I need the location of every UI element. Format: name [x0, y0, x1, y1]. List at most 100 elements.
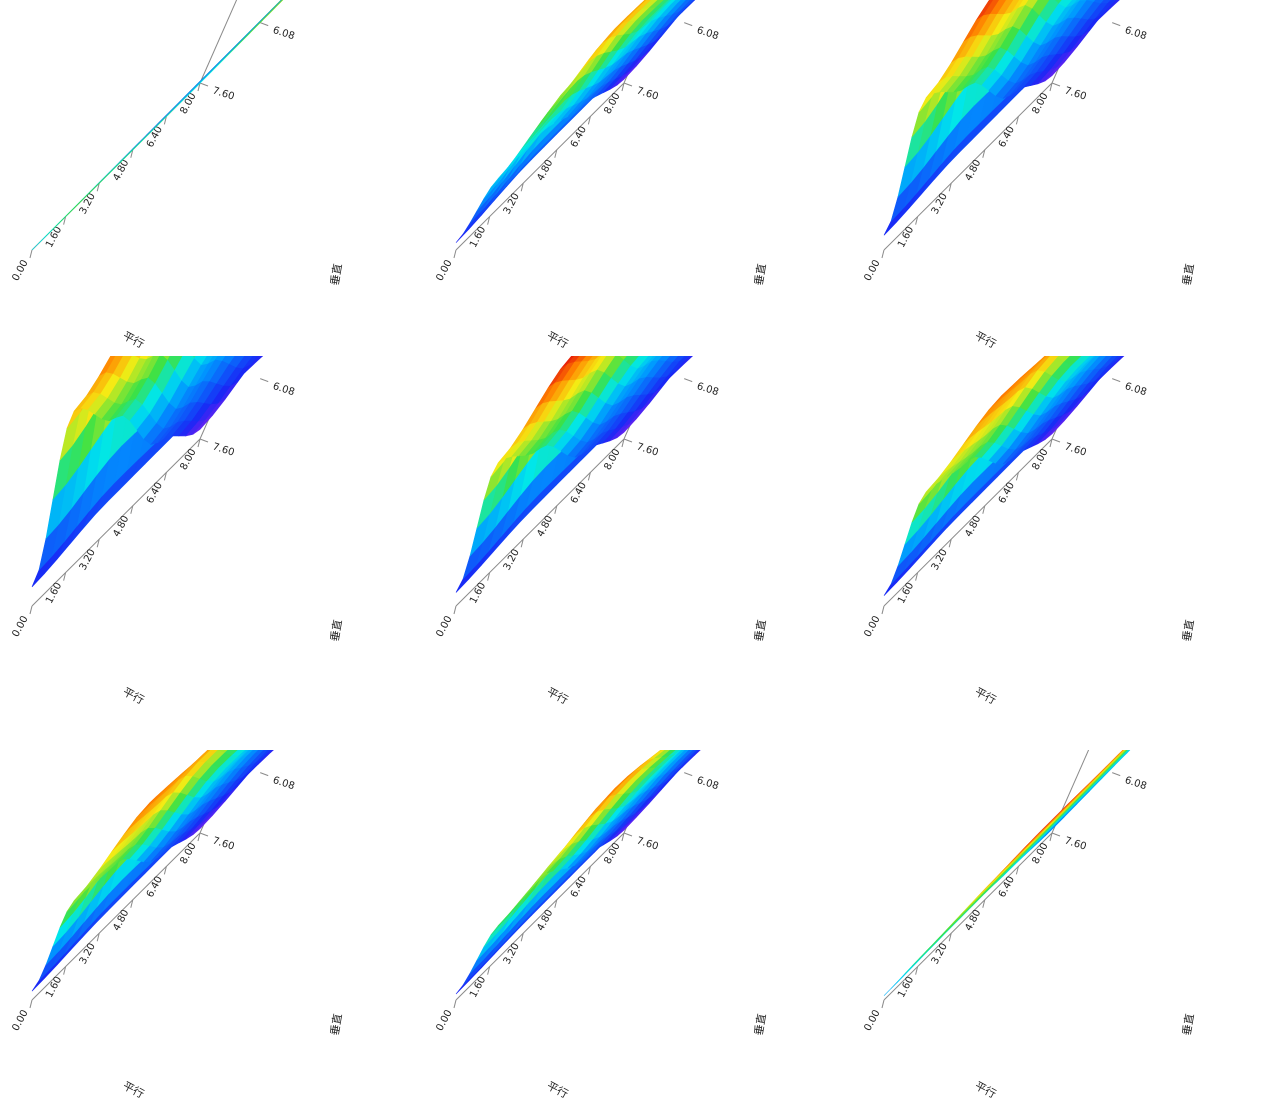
y-tick-label: 6.08: [695, 381, 720, 398]
surface-plot-2: 0.001.603.204.806.408.000.001.523.044.56…: [424, 0, 834, 350]
x-tick-label: 0.00: [10, 1008, 30, 1033]
y-tick-label: 6.08: [1123, 381, 1148, 398]
surface-cell: [272, 0, 292, 10]
y-axis-title: 垂直: [327, 1012, 345, 1036]
x-tick-mark: [30, 606, 32, 614]
y-tick-label: 6.08: [271, 381, 296, 398]
x-tick-label: 4.80: [963, 158, 983, 183]
surface-plot-7: 0.001.603.204.806.408.000.001.523.044.56…: [0, 750, 410, 1100]
x-tick-label: 1.60: [896, 975, 916, 1000]
x-tick-label: 3.20: [502, 547, 522, 572]
x-tick-label: 3.20: [78, 191, 98, 216]
y-tick-label: 7.60: [211, 835, 236, 852]
y-tick-mark: [1052, 83, 1060, 86]
surface-cell: [1122, 356, 1142, 357]
x-tick-label: 6.40: [997, 125, 1017, 150]
y-tick-mark: [200, 833, 208, 836]
surface-cell: [270, 750, 290, 753]
y-tick-mark: [1052, 439, 1060, 442]
y-axis-line: [200, 0, 333, 83]
surface-plot-3: 0.001.603.204.806.408.000.001.523.044.56…: [852, 0, 1262, 350]
x-axis-title: 平行: [545, 329, 571, 350]
x-tick-label: 1.60: [896, 581, 916, 606]
surface-cell: [272, 0, 292, 10]
x-tick-label: 0.00: [10, 258, 30, 283]
x-axis-title: 平行: [121, 1079, 147, 1100]
y-axis-title: 垂直: [327, 262, 345, 286]
x-tick-mark: [882, 606, 884, 614]
surface-panel-1: 0.001.603.204.806.408.000.001.523.044.56…: [0, 0, 410, 350]
surface-panel-4: 0.001.603.204.806.408.000.001.523.044.56…: [0, 356, 410, 706]
x-tick-label: 8.00: [178, 841, 198, 866]
watermark-text: 柔脉电子: [103, 883, 221, 1013]
surface-cell: [281, 0, 301, 2]
surface-panel-3: 0.001.603.204.806.408.000.001.523.044.56…: [852, 0, 1262, 350]
x-tick-mark: [30, 250, 32, 258]
watermark-text: 柔脉电子: [103, 133, 221, 263]
surface-cell: [193, 70, 213, 90]
y-tick-label: 7.60: [1063, 441, 1088, 458]
y-axis-line: [1052, 750, 1185, 833]
x-tick-label: 1.60: [896, 225, 916, 250]
surface-panel-7: 0.001.603.204.806.408.000.001.523.044.56…: [0, 750, 410, 1100]
y-axis-title: 垂直: [751, 1012, 769, 1036]
axes: 0.001.603.204.806.408.000.001.523.044.56…: [862, 750, 1262, 1100]
surface-plot-9: 0.001.603.204.806.408.000.001.523.044.56…: [852, 750, 1262, 1100]
surface-panel-9: 0.001.603.204.806.408.000.001.523.044.56…: [852, 750, 1262, 1100]
x-tick-mark: [454, 1000, 456, 1008]
x-tick-label: 3.20: [930, 191, 950, 216]
x-axis-title: 平行: [121, 329, 147, 350]
y-tick-mark: [260, 23, 268, 26]
x-tick-label: 4.80: [535, 514, 555, 539]
watermark-text: 柔脉电子: [955, 489, 1073, 619]
surface-panel-6: 0.001.603.204.806.408.000.001.523.044.56…: [852, 356, 1262, 706]
x-tick-mark: [882, 1000, 884, 1008]
x-tick-label: 0.00: [434, 614, 454, 639]
x-tick-label: 6.40: [145, 875, 165, 900]
x-axis-title: 平行: [973, 329, 999, 350]
y-tick-mark: [684, 773, 692, 776]
x-tick-label: 1.60: [44, 225, 64, 250]
x-tick-label: 3.20: [930, 547, 950, 572]
y-tick-label: 6.08: [271, 775, 296, 792]
surface-cell: [281, 0, 301, 2]
x-axis-title: 平行: [973, 685, 999, 706]
y-tick-mark: [624, 833, 632, 836]
x-tick-label: 3.20: [502, 941, 522, 966]
y-tick-mark: [1112, 23, 1120, 26]
x-axis-title: 平行: [545, 1079, 571, 1100]
surface-cell: [258, 356, 278, 360]
y-tick-mark: [1052, 833, 1060, 836]
x-tick-mark: [30, 1000, 32, 1008]
surface-plot-4: 0.001.603.204.806.408.000.001.523.044.56…: [0, 356, 410, 706]
x-tick-label: 6.40: [569, 875, 589, 900]
surface-cell: [268, 0, 288, 15]
surface-panel-5: 0.001.603.204.806.408.000.001.523.044.56…: [424, 356, 834, 706]
x-tick-label: 1.60: [44, 581, 64, 606]
surface-plot-grid: 0.001.603.204.806.408.000.001.523.044.56…: [0, 0, 1267, 1067]
y-tick-mark: [684, 23, 692, 26]
x-axis-title: 平行: [973, 1079, 999, 1100]
y-tick-label: 6.08: [1123, 25, 1148, 42]
y-tick-label: 6.08: [1123, 775, 1148, 792]
y-tick-label: 7.60: [211, 85, 236, 102]
x-tick-label: 0.00: [862, 614, 882, 639]
x-tick-label: 8.00: [178, 91, 198, 116]
y-tick-label: 6.08: [695, 25, 720, 42]
y-axis-title: 垂直: [1179, 618, 1197, 642]
watermark-text: 柔脉电子: [955, 133, 1073, 263]
watermark-text: 柔脉电子: [103, 489, 221, 619]
y-tick-mark: [1112, 773, 1120, 776]
x-tick-label: 4.80: [111, 908, 131, 933]
x-tick-label: 8.00: [602, 447, 622, 472]
x-axis-title: 平行: [545, 685, 571, 706]
x-tick-label: 8.00: [1030, 447, 1050, 472]
x-tick-label: 4.80: [111, 514, 131, 539]
y-tick-label: 7.60: [635, 85, 660, 102]
y-tick-mark: [1112, 379, 1120, 382]
surface-plot-1: 0.001.603.204.806.408.000.001.523.044.56…: [0, 0, 410, 350]
surface-cell: [274, 0, 294, 9]
x-tick-label: 6.40: [145, 481, 165, 506]
x-tick-label: 8.00: [602, 91, 622, 116]
y-axis-title: 垂直: [751, 262, 769, 286]
